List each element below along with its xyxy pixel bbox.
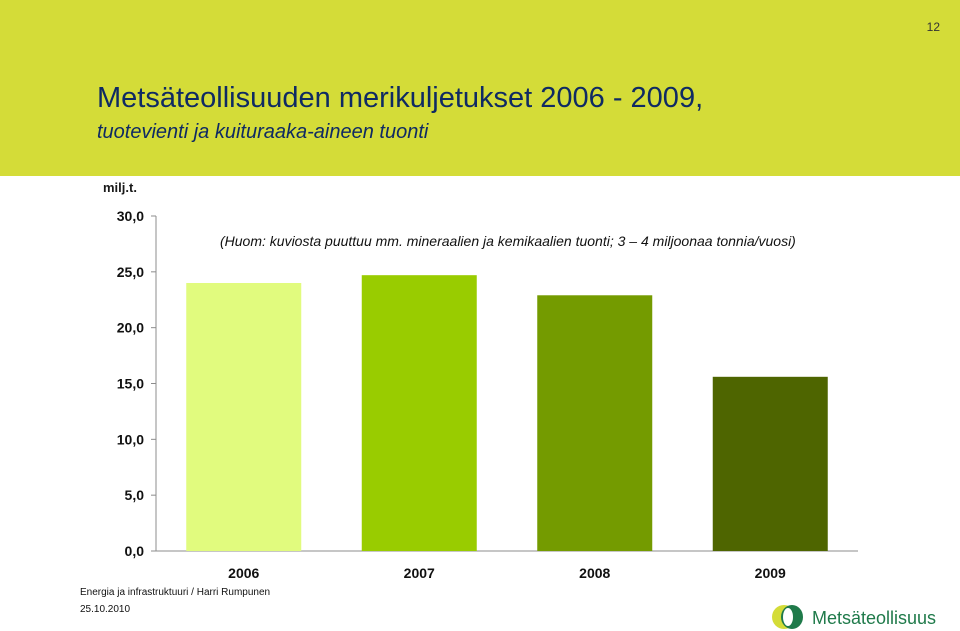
y-tick-label: 0,0 (125, 543, 145, 559)
slide-subtitle: tuotevienti ja kuituraaka-aineen tuonti (97, 121, 429, 143)
company-logo: Metsäteollisuus (770, 600, 950, 630)
y-tick-label: 30,0 (117, 208, 144, 224)
x-tick-label: 2009 (755, 565, 786, 581)
y-tick-label: 10,0 (117, 431, 144, 447)
x-tick-label: 2007 (404, 565, 435, 581)
footer-author: Energia ja infrastruktuuri / Harri Rumpu… (80, 587, 271, 598)
y-tick-label: 5,0 (125, 487, 145, 503)
x-tick-label: 2006 (228, 565, 259, 581)
x-tick-label: 2008 (579, 565, 610, 581)
y-tick-label: 20,0 (117, 320, 144, 336)
chart-annotation: (Huom: kuviosta puuttuu mm. mineraalien … (220, 233, 796, 249)
bar-2008 (537, 295, 653, 551)
page-number: 12 (926, 20, 940, 34)
y-tick-label: 25,0 (117, 264, 144, 280)
logo-text: Metsäteollisuus (812, 608, 937, 628)
slide-title: Metsäteollisuuden merikuljetukset 2006 -… (97, 82, 704, 114)
footer-date: 25.10.2010 (80, 604, 131, 615)
leaf-logo-icon (772, 605, 803, 629)
header-band (0, 0, 960, 176)
bar-2007 (361, 275, 477, 551)
y-axis-unit-label: milj.t. (103, 180, 137, 195)
bar-2006 (186, 283, 302, 551)
y-tick-label: 15,0 (117, 376, 144, 392)
bar-2009 (712, 376, 828, 551)
